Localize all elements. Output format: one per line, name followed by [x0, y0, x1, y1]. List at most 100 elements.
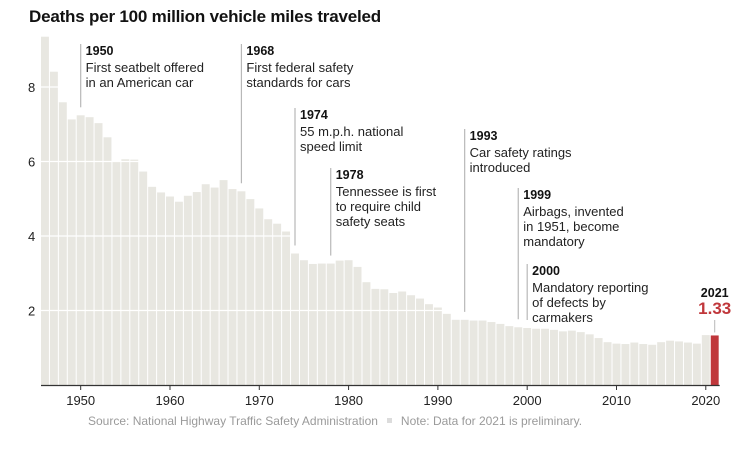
bar-1958: [148, 186, 157, 385]
bar-1956: [130, 159, 139, 385]
x-tick-label-2010: 2010: [602, 393, 631, 408]
annotation-text-1974: speed limit: [300, 139, 363, 154]
bar-2012: [630, 342, 639, 385]
bar-2014: [648, 344, 657, 385]
bar-1963: [192, 192, 201, 385]
bars-group: [41, 36, 719, 386]
bar-1952: [94, 123, 103, 385]
bar-1951: [85, 117, 94, 386]
bar-2005: [567, 330, 576, 385]
chart-title: Deaths per 100 million vehicle miles tra…: [29, 7, 381, 26]
annotation-text-1999: in 1951, become: [523, 219, 619, 234]
bar-1959: [157, 192, 166, 385]
bar-1954: [112, 161, 121, 385]
gridlines: [41, 86, 720, 312]
annotation-year-1978: 1978: [336, 168, 364, 182]
bar-2004: [558, 331, 567, 385]
bar-1964: [201, 184, 210, 385]
bar-1972: [273, 223, 282, 385]
x-tick-label-1980: 1980: [334, 393, 363, 408]
bar-2003: [550, 329, 558, 385]
bar-1957: [139, 171, 148, 385]
annotation-text-1950: First seatbelt offered: [86, 60, 204, 75]
x-axis: 1950 1960 1970 1980 1990 2000 2010 2020: [41, 384, 720, 408]
bar-2002: [541, 328, 550, 385]
annotation-text-1978: to require child: [336, 199, 421, 214]
bar-2001: [532, 328, 541, 385]
footer: Source: National Highway Traffic Safety …: [88, 414, 582, 428]
annotation-text-1974: 55 m.p.h. national: [300, 124, 403, 139]
y-axis: 2 4 6 8: [28, 80, 35, 319]
y-tick-label-8: 8: [28, 80, 35, 95]
bar-2011: [621, 344, 630, 385]
bar-2013: [639, 344, 648, 385]
x-tick-label-1970: 1970: [245, 393, 274, 408]
bar-1971: [264, 219, 273, 385]
bar-2020: [701, 335, 710, 385]
annotation-text-1968: standards for cars: [246, 75, 351, 90]
bar-1968: [237, 191, 246, 385]
annotation-text-1999: mandatory: [523, 234, 585, 249]
bar-1970: [255, 208, 264, 385]
bar-1982: [362, 282, 371, 385]
bar-2007: [585, 334, 594, 385]
preliminary-note: Note: Data for 2021 is preliminary.: [400, 414, 583, 428]
bar-1977: [317, 263, 326, 385]
annotation-text-1993: introduced: [470, 160, 531, 175]
annotation-text-1950: in an American car: [86, 75, 194, 90]
bar-2015: [657, 342, 666, 385]
annotation-text-2000: carmakers: [532, 310, 593, 325]
bar-2008: [594, 338, 603, 385]
bar-1975: [299, 260, 308, 385]
y-tick-label-6: 6: [28, 155, 35, 170]
bar-1979: [335, 260, 344, 385]
bar-1987: [407, 295, 416, 385]
bar-1996: [487, 322, 496, 385]
bar-1948: [58, 102, 67, 386]
bar-1981: [353, 266, 362, 385]
highlight-value: 1.33: [698, 299, 731, 318]
annotation-text-2000: Mandatory reporting: [532, 280, 648, 295]
bar-1953: [103, 137, 112, 385]
bar-1991: [442, 313, 451, 385]
annotation-text-1993: Car safety ratings: [470, 145, 572, 160]
bar-1973: [282, 231, 291, 385]
x-tick-label-2020: 2020: [691, 393, 720, 408]
bar-1961: [174, 201, 183, 385]
x-tick-label-1960: 1960: [156, 393, 185, 408]
bar-1985: [389, 292, 398, 385]
bar-1983: [371, 288, 380, 385]
bar-2009: [603, 342, 612, 385]
bar-highlight-2021: [710, 335, 719, 385]
annotation-year-2000: 2000: [532, 264, 560, 278]
bar-1962: [183, 195, 192, 385]
bar-1994: [469, 320, 478, 385]
bar-2017: [675, 341, 683, 385]
bar-1976: [308, 263, 317, 385]
bar-1989: [424, 304, 433, 385]
y-tick-label-4: 4: [28, 229, 35, 244]
annotation-year-1993: 1993: [470, 129, 498, 143]
bar-1978: [326, 263, 335, 385]
bar-2016: [666, 340, 675, 385]
bar-1993: [460, 319, 469, 385]
bar-1946: [41, 36, 49, 386]
bar-1974: [291, 253, 299, 385]
bar-1947: [49, 71, 58, 385]
bar-1949: [67, 119, 76, 385]
bar-1986: [398, 291, 407, 385]
bar-1965: [210, 187, 219, 385]
y-tick-label-2: 2: [28, 304, 35, 319]
bar-1969: [246, 199, 255, 385]
annotation-text-1978: safety seats: [336, 214, 406, 229]
separator-dot: [386, 418, 392, 424]
bar-chart: 2 4 6 8 1950 1960 1970 1980 1990 2000 2010 2020 19…: [28, 36, 731, 408]
bar-1960: [166, 196, 174, 385]
annotation-text-2000: of defects by: [532, 295, 606, 310]
bar-2018: [683, 342, 692, 385]
annotation-year-1999: 1999: [523, 188, 551, 202]
bar-1998: [505, 326, 514, 385]
bar-1992: [451, 319, 460, 385]
bar-1990: [433, 307, 442, 385]
